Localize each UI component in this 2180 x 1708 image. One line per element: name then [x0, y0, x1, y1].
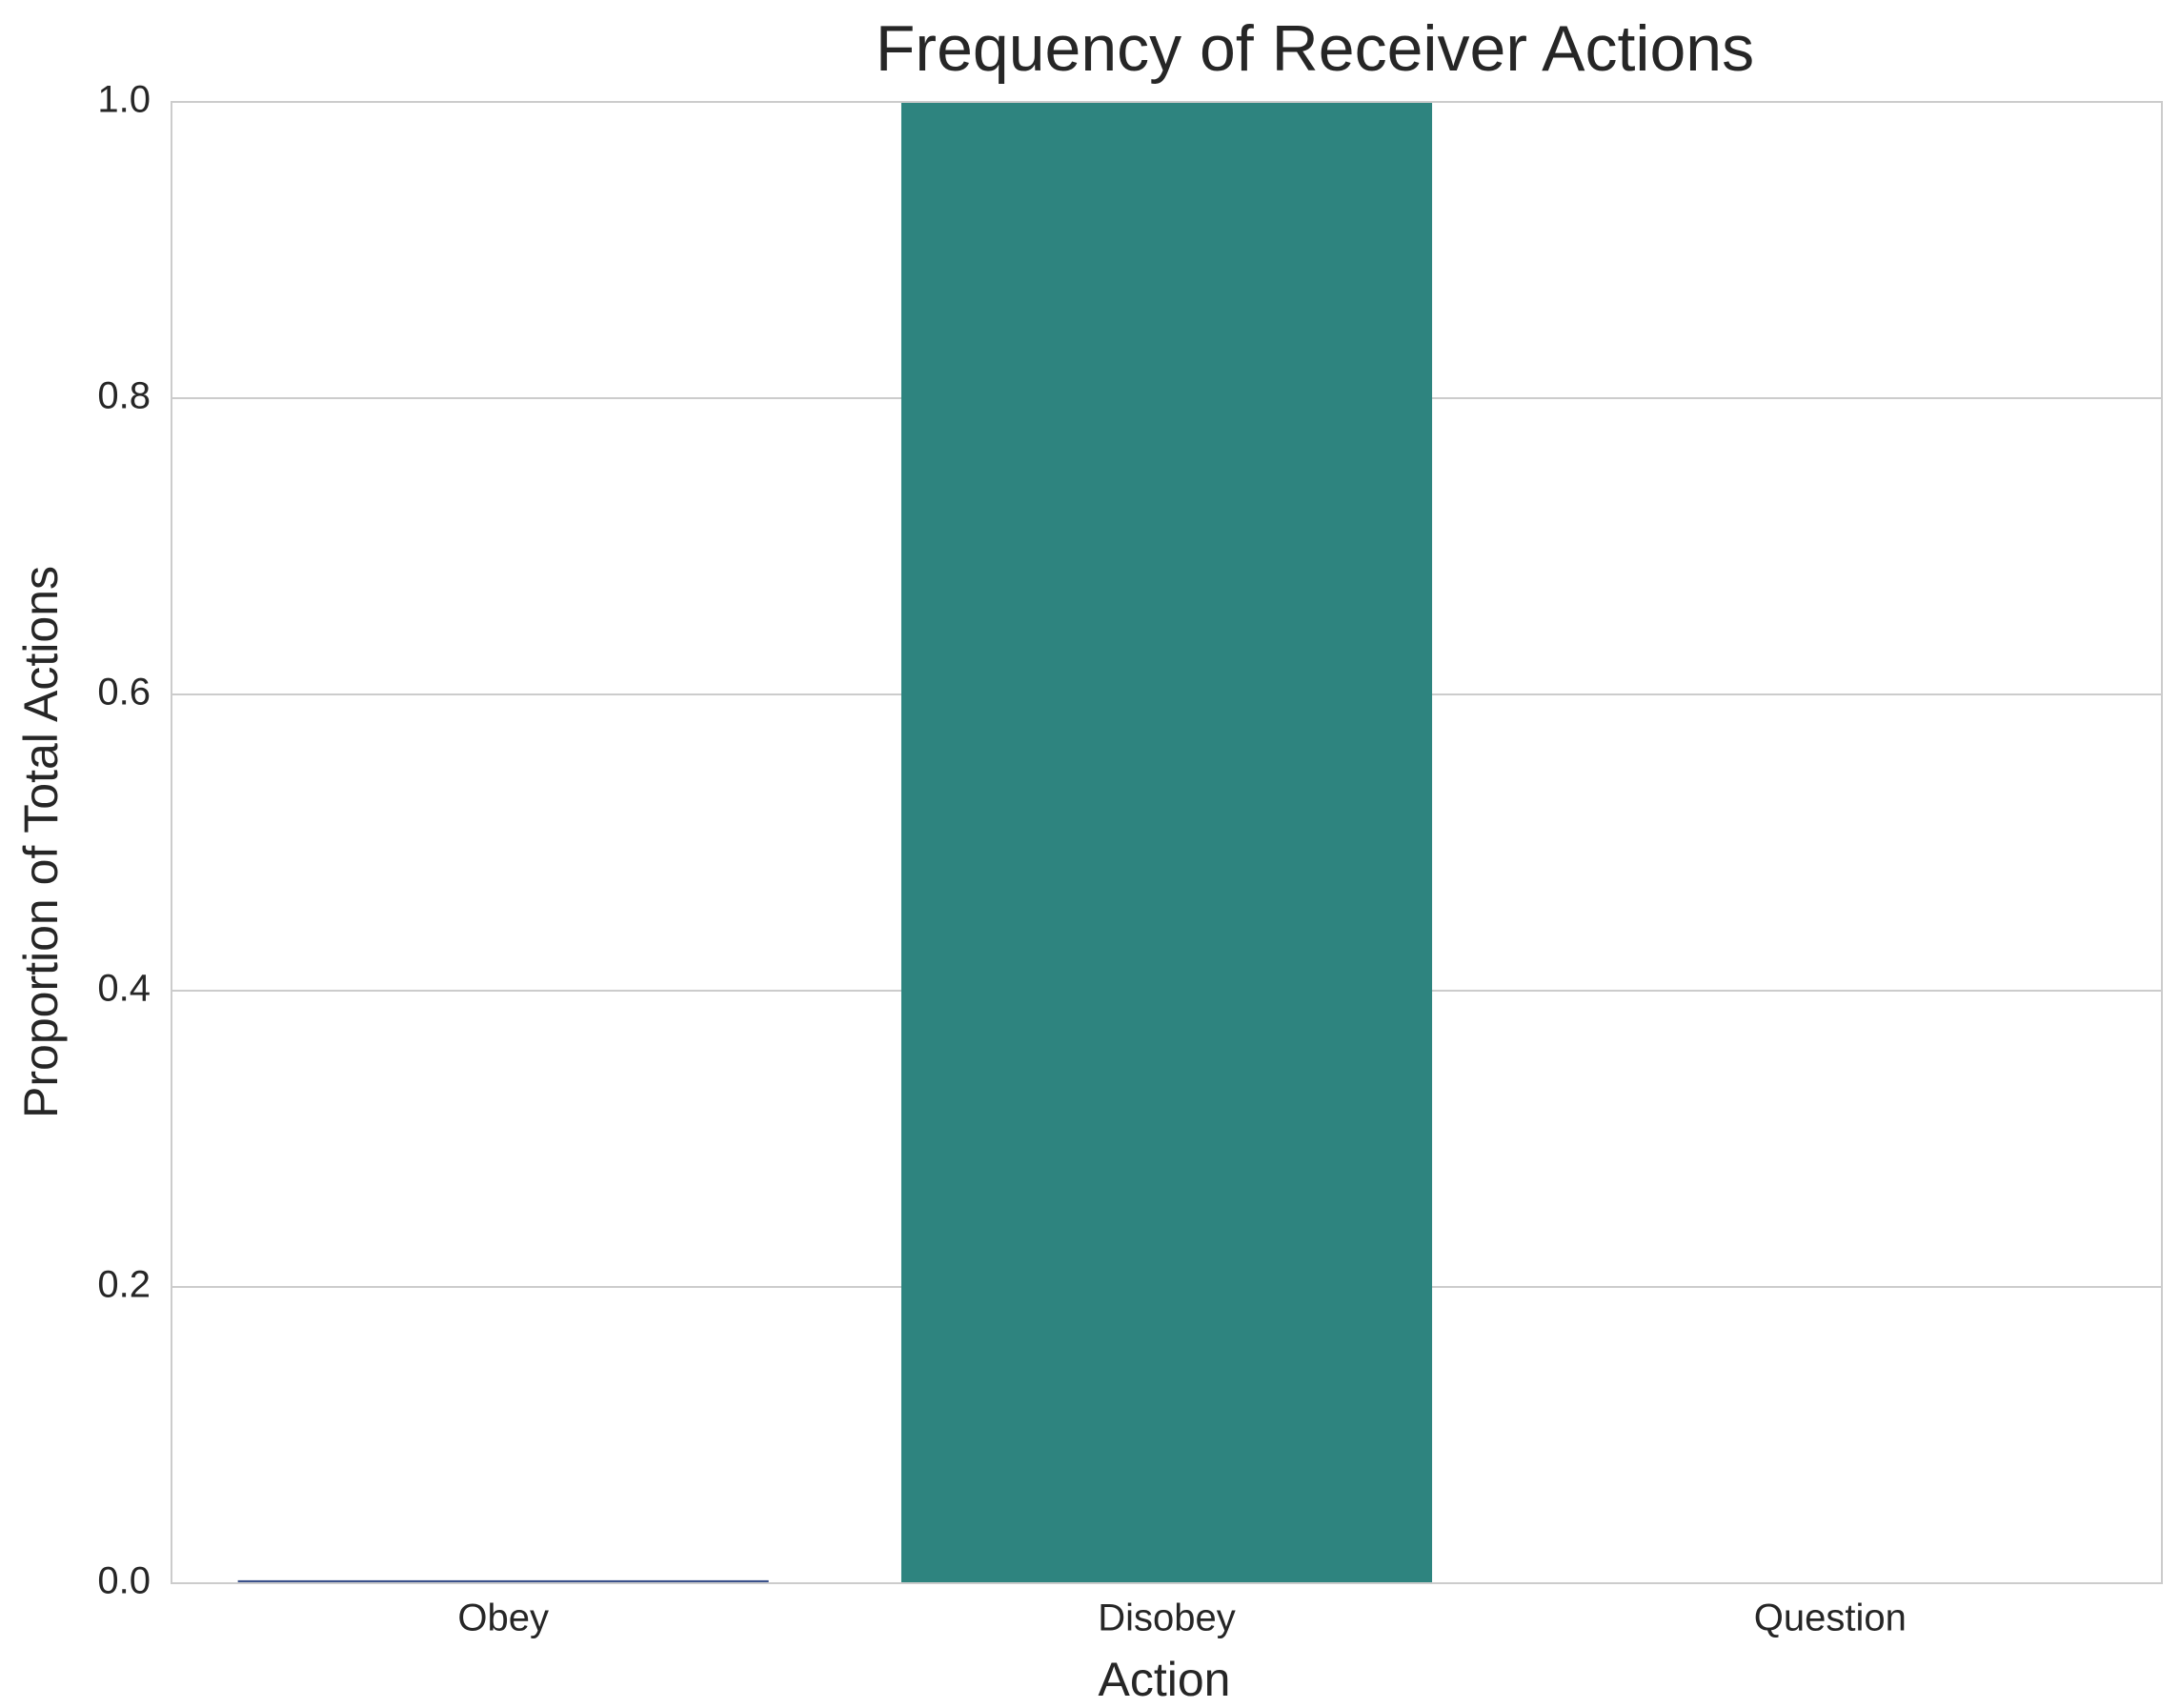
- plot-frame: [171, 101, 2163, 1584]
- y-tick-label: 1.0: [97, 79, 151, 121]
- chart-title: Frequency of Receiver Actions: [876, 12, 1754, 85]
- y-tick-label: 0.6: [97, 672, 151, 713]
- x-tick-label: Disobey: [1098, 1597, 1236, 1639]
- y-tick-label: 0.2: [97, 1264, 151, 1306]
- x-tick-label: Obey: [457, 1597, 549, 1639]
- x-axis-label: Action: [1099, 1653, 1231, 1706]
- bar: [237, 1579, 769, 1583]
- y-tick-label: 0.8: [97, 375, 151, 417]
- y-tick-label: 0.4: [97, 968, 151, 1010]
- x-tick-label: Question: [1754, 1597, 1907, 1639]
- y-tick-label: 0.0: [97, 1560, 151, 1602]
- bar: [900, 102, 1433, 1583]
- y-axis-label: Proportion of Total Actions: [14, 566, 68, 1118]
